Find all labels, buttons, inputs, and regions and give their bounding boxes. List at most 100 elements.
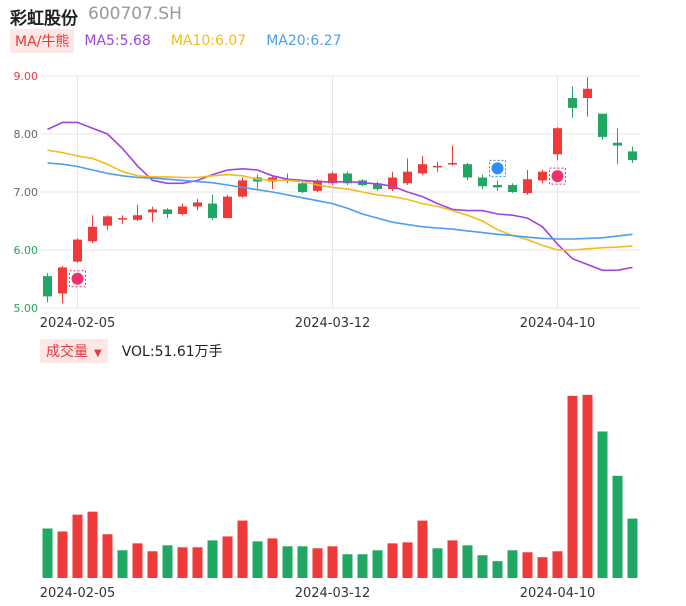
volume-bar — [147, 551, 158, 578]
candle — [178, 206, 187, 215]
y-tick-label: 6.00 — [14, 244, 39, 257]
volume-bar — [417, 520, 428, 578]
volume-bar — [102, 534, 113, 578]
volume-bar — [207, 540, 218, 578]
candle — [568, 98, 577, 108]
candle — [193, 202, 202, 207]
volume-bar — [72, 514, 83, 578]
candle — [208, 203, 217, 219]
candle — [493, 185, 502, 188]
candle — [268, 177, 277, 182]
bull-marker — [69, 270, 86, 288]
x-tick-label: 2024-02-05 — [40, 316, 116, 331]
volume-indicator-selector[interactable]: 成交量 ▼ — [40, 339, 108, 363]
y-tick-label: 8.00 — [14, 128, 39, 141]
ma-legend: MA/牛熊 MA5:5.68 MA10:6.07 MA20:6.27 — [10, 29, 362, 53]
candle — [223, 196, 232, 219]
volume-bar — [387, 543, 398, 578]
volume-bar — [477, 555, 488, 578]
volume-bar — [597, 431, 608, 578]
candle — [613, 142, 622, 146]
volume-bar — [312, 548, 323, 578]
ma10-line — [47, 149, 633, 251]
ma5-legend: MA5:5.68 — [84, 33, 151, 49]
candle — [373, 183, 382, 190]
bull-icon — [551, 170, 564, 183]
x-tick-label: 2024-02-05 — [40, 586, 116, 601]
volume-bar — [462, 545, 473, 578]
volume-bar — [372, 550, 383, 578]
candle — [58, 267, 67, 294]
candle — [133, 215, 142, 220]
volume-bar — [177, 547, 188, 578]
volume-bar — [42, 528, 53, 578]
volume-bar — [342, 554, 353, 578]
candle — [238, 180, 247, 197]
candle — [88, 226, 97, 242]
candle — [523, 179, 532, 194]
candle — [478, 177, 487, 187]
candle — [163, 209, 172, 215]
candle — [118, 218, 127, 220]
ma20-legend: MA20:6.27 — [266, 33, 342, 49]
ma20-line — [47, 162, 633, 240]
candle — [388, 177, 397, 190]
volume-bar — [357, 554, 368, 578]
candle — [448, 163, 457, 165]
volume-tag-label: 成交量 — [46, 344, 88, 360]
chevron-down-icon: ▼ — [94, 348, 102, 359]
volume-bar — [552, 551, 563, 578]
candle — [463, 164, 472, 178]
y-tick-label: 9.00 — [14, 70, 39, 83]
volume-bar — [402, 542, 413, 578]
candle — [598, 113, 607, 137]
volume-value: VOL:51.61万手 — [121, 344, 223, 360]
volume-bar — [507, 550, 518, 578]
volume-bar — [627, 518, 638, 578]
volume-bar — [57, 531, 68, 578]
candle — [403, 171, 412, 184]
volume-bar — [117, 550, 128, 578]
ma10-legend: MA10:6.07 — [170, 33, 247, 49]
volume-bar — [612, 475, 623, 578]
x-tick-label: 2024-04-10 — [520, 316, 596, 331]
candle — [628, 151, 637, 161]
volume-bar — [87, 511, 98, 578]
volume-bar — [327, 546, 338, 578]
stock-code: 600707.SH — [88, 4, 182, 24]
bear-icon — [491, 162, 504, 175]
candle — [433, 165, 442, 168]
volume-bar — [282, 546, 293, 578]
bull-marker — [549, 167, 566, 185]
candle — [418, 164, 427, 174]
volume-bar — [522, 552, 533, 578]
volume-bar — [222, 536, 233, 578]
x-tick-label: 2024-03-12 — [295, 316, 371, 331]
candle — [538, 171, 547, 181]
candle — [298, 183, 307, 192]
volume-bar — [582, 394, 593, 578]
volume-bar — [162, 545, 173, 578]
candle — [583, 88, 592, 99]
volume-bar — [237, 520, 248, 578]
stock-name: 彩虹股份 — [10, 9, 78, 29]
candle — [43, 276, 52, 297]
volume-bar — [492, 561, 503, 578]
candle — [508, 185, 517, 192]
volume-bar — [447, 540, 458, 578]
ma-indicator-selector[interactable]: MA/牛熊 — [10, 29, 75, 53]
ma5-line — [47, 121, 633, 272]
volume-bar — [567, 395, 578, 578]
volume-bar — [297, 546, 308, 578]
x-tick-label: 2024-03-12 — [295, 586, 371, 601]
bull-icon — [71, 272, 84, 285]
candle — [343, 173, 352, 184]
volume-bar — [267, 538, 278, 578]
candle — [73, 239, 82, 262]
candle — [148, 209, 157, 213]
candle — [328, 173, 337, 184]
volume-bar — [537, 557, 548, 578]
volume-bar — [252, 541, 263, 578]
volume-bar — [432, 548, 443, 578]
